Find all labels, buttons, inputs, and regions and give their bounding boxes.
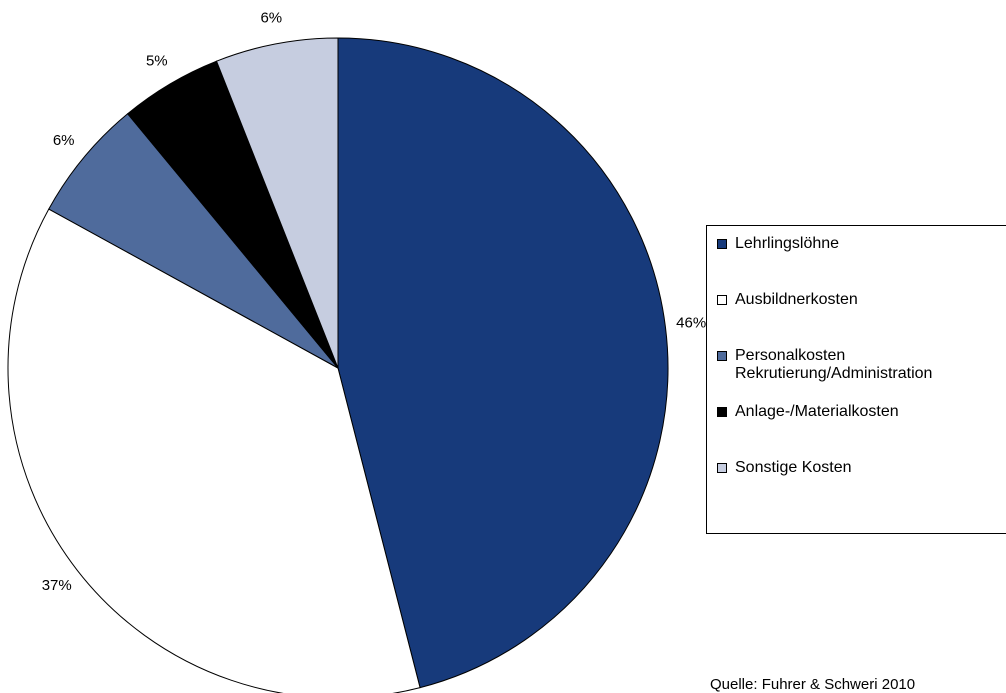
pie-slice <box>215 37 339 369</box>
legend-label: Sonstige Kosten <box>735 459 852 476</box>
legend-swatch <box>717 351 727 361</box>
pie-slice <box>48 113 339 369</box>
legend-entry: Anlage-/Materialkosten <box>717 403 1006 421</box>
data-label: 37% <box>42 577 72 594</box>
legend-entry: Ausbildnerkosten <box>717 291 1006 309</box>
legend-label: Ausbildnerkosten <box>735 291 858 308</box>
legend-label: Anlage-/Materialkosten <box>735 403 899 420</box>
legend: Lehrlingslöhne Ausbildnerkosten Personalko… <box>706 225 1006 534</box>
pie-slice <box>7 208 421 693</box>
pie-slice <box>337 37 669 689</box>
data-label: 46% <box>676 314 706 331</box>
legend-swatch <box>717 239 727 249</box>
data-label: 6% <box>260 9 282 26</box>
legend-entry: Lehrlingslöhne <box>717 235 1006 253</box>
legend-swatch <box>717 463 727 473</box>
legend-entry: Personalkosten Rekrutierung/Administrati… <box>717 347 1006 383</box>
source-note: Quelle: Fuhrer & Schweri 2010 <box>710 676 916 693</box>
legend-swatch <box>717 295 727 305</box>
legend-label: Personalkosten Rekrutierung/Administrati… <box>735 347 933 382</box>
data-label: 6% <box>53 132 75 149</box>
legend-label: Lehrlingslöhne <box>735 235 840 252</box>
data-label: 5% <box>146 53 168 70</box>
legend-swatch <box>717 407 727 417</box>
legend-entry: Sonstige Kosten <box>717 459 1006 477</box>
